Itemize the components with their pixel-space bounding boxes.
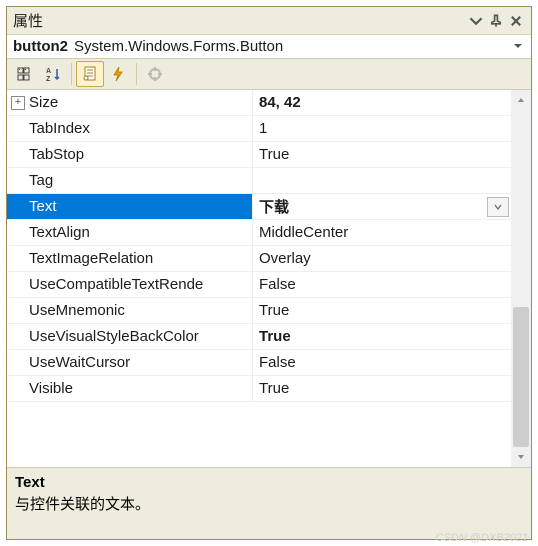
property-value-cell[interactable]: 1 (253, 116, 511, 141)
property-row[interactable]: TextAlign MiddleCenter (7, 220, 511, 246)
property-row[interactable]: + Size 84, 42 (7, 90, 511, 116)
property-value-cell[interactable]: False (253, 272, 511, 297)
property-value-cell[interactable]: Overlay (253, 246, 511, 271)
property-value: 下载 (259, 196, 289, 217)
property-name-cell[interactable]: UseMnemonic (7, 298, 253, 323)
svg-text:A: A (46, 68, 51, 75)
property-value-cell[interactable]: 84, 42 (253, 90, 511, 115)
property-name: Text (29, 198, 57, 215)
object-selector[interactable]: button2 System.Windows.Forms.Button (7, 35, 531, 59)
scrollbar[interactable] (511, 90, 531, 467)
property-name-cell[interactable]: TabIndex (7, 116, 253, 141)
alphabetical-button[interactable]: A Z (39, 61, 67, 87)
property-value-cell[interactable]: True (253, 376, 511, 401)
scroll-track[interactable] (511, 110, 531, 447)
description-text: 与控件关联的文本。 (15, 493, 523, 514)
property-name: Visible (29, 380, 73, 397)
scroll-thumb[interactable] (513, 307, 529, 447)
properties-button[interactable] (76, 61, 104, 87)
value-dropdown-icon[interactable] (487, 197, 509, 217)
property-value-cell[interactable]: False (253, 350, 511, 375)
property-name: TextAlign (29, 224, 90, 241)
property-name: Size (29, 94, 58, 111)
property-name: UseVisualStyleBackColor (29, 328, 199, 345)
property-name-cell[interactable]: Text (7, 194, 253, 219)
watermark: CSDN @DXB2021 (436, 532, 528, 544)
object-name: button2 (13, 38, 68, 55)
property-row[interactable]: TabStop True (7, 142, 511, 168)
property-row[interactable]: UseMnemonic True (7, 298, 511, 324)
property-name: Tag (29, 172, 53, 189)
dropdown-icon[interactable] (467, 12, 485, 30)
scroll-up-icon[interactable] (511, 90, 531, 110)
property-name-cell[interactable]: UseCompatibleTextRende (7, 272, 253, 297)
property-row[interactable]: TabIndex 1 (7, 116, 511, 142)
properties-panel: 属性 button2 System.Windows.Forms.Button (6, 6, 532, 540)
property-value-cell[interactable]: True (253, 298, 511, 323)
close-icon[interactable] (507, 12, 525, 30)
property-name: TextImageRelation (29, 250, 153, 267)
svg-text:Z: Z (46, 76, 51, 83)
property-row[interactable]: Visible True (7, 376, 511, 402)
toolbar-separator-2 (136, 63, 137, 85)
property-value-cell[interactable]: True (253, 142, 511, 167)
object-type: System.Windows.Forms.Button (74, 38, 511, 55)
property-grid-container: + Size 84, 42 TabIndex 1 TabStop True Tag Text 下载… (7, 90, 531, 467)
expand-icon[interactable]: + (11, 96, 25, 110)
property-row[interactable]: UseCompatibleTextRende False (7, 272, 511, 298)
property-pages-button[interactable] (141, 61, 169, 87)
property-row[interactable]: UseWaitCursor False (7, 350, 511, 376)
toolbar-separator (71, 63, 72, 85)
scroll-down-icon[interactable] (511, 447, 531, 467)
titlebar: 属性 (7, 7, 531, 35)
property-value: True (259, 380, 289, 397)
property-name: UseMnemonic (29, 302, 125, 319)
property-value-cell[interactable]: True (253, 324, 511, 349)
property-row[interactable]: Text 下载 (7, 194, 511, 220)
property-value: Overlay (259, 250, 311, 267)
property-grid: + Size 84, 42 TabIndex 1 TabStop True Tag Text 下载… (7, 90, 511, 467)
property-name-cell[interactable]: UseVisualStyleBackColor (7, 324, 253, 349)
property-value: True (259, 302, 289, 319)
property-name-cell[interactable]: UseWaitCursor (7, 350, 253, 375)
property-value: True (259, 328, 291, 345)
toolbar: A Z (7, 59, 531, 90)
property-value: 84, 42 (259, 94, 301, 111)
property-name: UseCompatibleTextRende (29, 276, 203, 293)
property-value-cell[interactable]: MiddleCenter (253, 220, 511, 245)
property-value-cell[interactable]: 下载 (253, 194, 511, 219)
description-title: Text (15, 474, 523, 491)
description-pane: Text 与控件关联的文本。 (7, 467, 531, 539)
property-value: 1 (259, 120, 267, 137)
titlebar-title: 属性 (13, 10, 467, 31)
property-row[interactable]: UseVisualStyleBackColor True (7, 324, 511, 350)
property-name-cell[interactable]: Tag (7, 168, 253, 193)
property-value: False (259, 354, 296, 371)
property-name: TabStop (29, 146, 84, 163)
property-value: False (259, 276, 296, 293)
property-name: UseWaitCursor (29, 354, 130, 371)
categorized-button[interactable] (11, 61, 39, 87)
property-value: MiddleCenter (259, 224, 348, 241)
property-name-cell[interactable]: + Size (7, 90, 253, 115)
property-row[interactable]: TextImageRelation Overlay (7, 246, 511, 272)
events-button[interactable] (104, 61, 132, 87)
property-name-cell[interactable]: Visible (7, 376, 253, 401)
property-row[interactable]: Tag (7, 168, 511, 194)
property-value-cell[interactable] (253, 168, 511, 193)
property-name: TabIndex (29, 120, 90, 137)
object-dropdown-icon[interactable] (511, 38, 525, 55)
property-name-cell[interactable]: TabStop (7, 142, 253, 167)
property-value: True (259, 146, 289, 163)
property-name-cell[interactable]: TextImageRelation (7, 246, 253, 271)
pin-icon[interactable] (487, 12, 505, 30)
titlebar-controls (467, 12, 525, 30)
property-name-cell[interactable]: TextAlign (7, 220, 253, 245)
